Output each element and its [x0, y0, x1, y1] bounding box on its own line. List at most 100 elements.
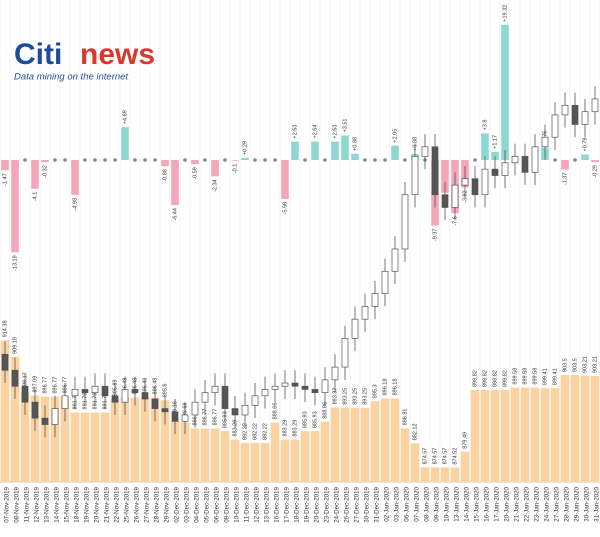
x-tick-label: 02-Dec-2019 [174, 486, 181, 522]
bar [70, 412, 80, 482]
bar [50, 396, 60, 482]
change-label: -13.19 [12, 255, 18, 271]
x-tick-label: 14-Jan-2020 [464, 486, 471, 521]
candle-body [291, 382, 299, 387]
candle-body [381, 270, 389, 295]
change-label: -0.29 [592, 165, 598, 178]
x-tick-label: 29-Nov-2019 [164, 486, 171, 522]
bar [560, 375, 570, 482]
bar-label: 895.89 [112, 380, 118, 397]
bar [340, 407, 350, 482]
x-tick-label: 06-Jan-2020 [404, 486, 411, 521]
bar-label: 896.48 [122, 378, 128, 395]
candle-body [511, 156, 519, 164]
candle-body [271, 385, 279, 390]
bar-label: 903.5 [562, 358, 568, 372]
x-tick-label: 14-Nov-2019 [54, 486, 61, 522]
bar-label: 896.77 [42, 377, 48, 394]
change-dot [323, 158, 327, 162]
x-tick-label: 16-Jan-2020 [484, 486, 491, 521]
candle-body [111, 395, 119, 403]
candle-body [491, 168, 499, 176]
change-label: -9.37 [432, 229, 438, 242]
x-tick-label: 11-Nov-2019 [24, 486, 31, 522]
bar-label: 891.79 [102, 393, 108, 410]
bar-label: 874.57 [422, 448, 428, 465]
change-bar [281, 160, 289, 199]
change-bar [171, 160, 179, 206]
candle-body [531, 146, 539, 173]
logo: Citi news Data mining on the internet [14, 38, 155, 83]
logo-tagline: Data mining on the internet [14, 72, 128, 83]
change-dot [363, 158, 367, 162]
bar-label: 909.19 [12, 337, 18, 354]
change-bar [501, 24, 509, 161]
bar [290, 439, 300, 482]
x-tick-label: 21-Nov-2019 [104, 486, 111, 522]
x-tick-label: 22-Nov-2019 [114, 486, 121, 522]
bar [230, 439, 240, 482]
x-tick-label: 13-Jan-2020 [454, 486, 461, 521]
bar-label: 891.79 [72, 393, 78, 410]
candle-body [231, 408, 239, 416]
candle-body [481, 168, 489, 196]
candle-body [551, 114, 559, 138]
candle-body [181, 414, 189, 422]
candle-body [21, 385, 29, 403]
change-bar [291, 141, 299, 160]
change-bar [591, 160, 599, 163]
logo-brand: news [80, 38, 155, 71]
bar-label: 896.77 [52, 377, 58, 394]
candle-body [91, 385, 99, 393]
bar-label: 883.29 [232, 420, 238, 437]
bar [540, 388, 550, 482]
change-bar [71, 160, 79, 195]
change-dot [153, 158, 157, 162]
bar-label: 895.3 [372, 384, 378, 398]
bar-label: 893.25 [342, 388, 348, 405]
x-tick-label: 28-Jan-2020 [564, 486, 571, 521]
x-tick-label: 27-Jan-2020 [554, 486, 561, 521]
x-tick-label: 03-Dec-2019 [184, 486, 191, 522]
x-tick-label: 12-Nov-2019 [34, 486, 41, 522]
change-label: +0.79 [582, 138, 588, 152]
bar [530, 387, 540, 482]
bar-label: 882.22 [242, 423, 248, 440]
bar [300, 431, 310, 482]
bar-label: 898.82 [502, 370, 508, 387]
candle-body [211, 385, 219, 393]
change-bar [561, 160, 569, 170]
x-tick-label: 12-Dec-2019 [254, 486, 261, 522]
bar [350, 407, 360, 482]
bar [480, 389, 490, 482]
candle-body [471, 178, 479, 196]
bar-label: 898.82 [472, 370, 478, 387]
bar [250, 442, 260, 482]
change-dot [303, 158, 307, 162]
change-dot [83, 158, 87, 162]
bar [10, 356, 20, 482]
change-bar [41, 160, 49, 163]
bar-label: 886.77 [192, 409, 198, 426]
bar [280, 439, 290, 482]
change-dot [473, 158, 477, 162]
bar [110, 399, 120, 482]
candle-body [591, 98, 599, 113]
bar-label: 888.66 [272, 403, 278, 420]
bar-label: 899.41 [542, 368, 548, 385]
candle-body [41, 417, 49, 425]
change-label: -6.44 [172, 208, 178, 221]
change-dot [103, 158, 107, 162]
change-dot [573, 158, 577, 162]
bar [520, 387, 530, 482]
change-label: -4.98 [72, 198, 78, 211]
change-bar [211, 160, 219, 177]
change-bar [481, 133, 489, 160]
change-dot [143, 158, 147, 162]
bar-label: 898.17 [22, 372, 28, 389]
candle-body [301, 385, 309, 390]
change-bar [161, 160, 169, 167]
bar-label: 896.18 [382, 379, 388, 396]
bar-label: 891.79 [92, 393, 98, 410]
x-tick-label: 30-Dec-2019 [364, 486, 371, 522]
